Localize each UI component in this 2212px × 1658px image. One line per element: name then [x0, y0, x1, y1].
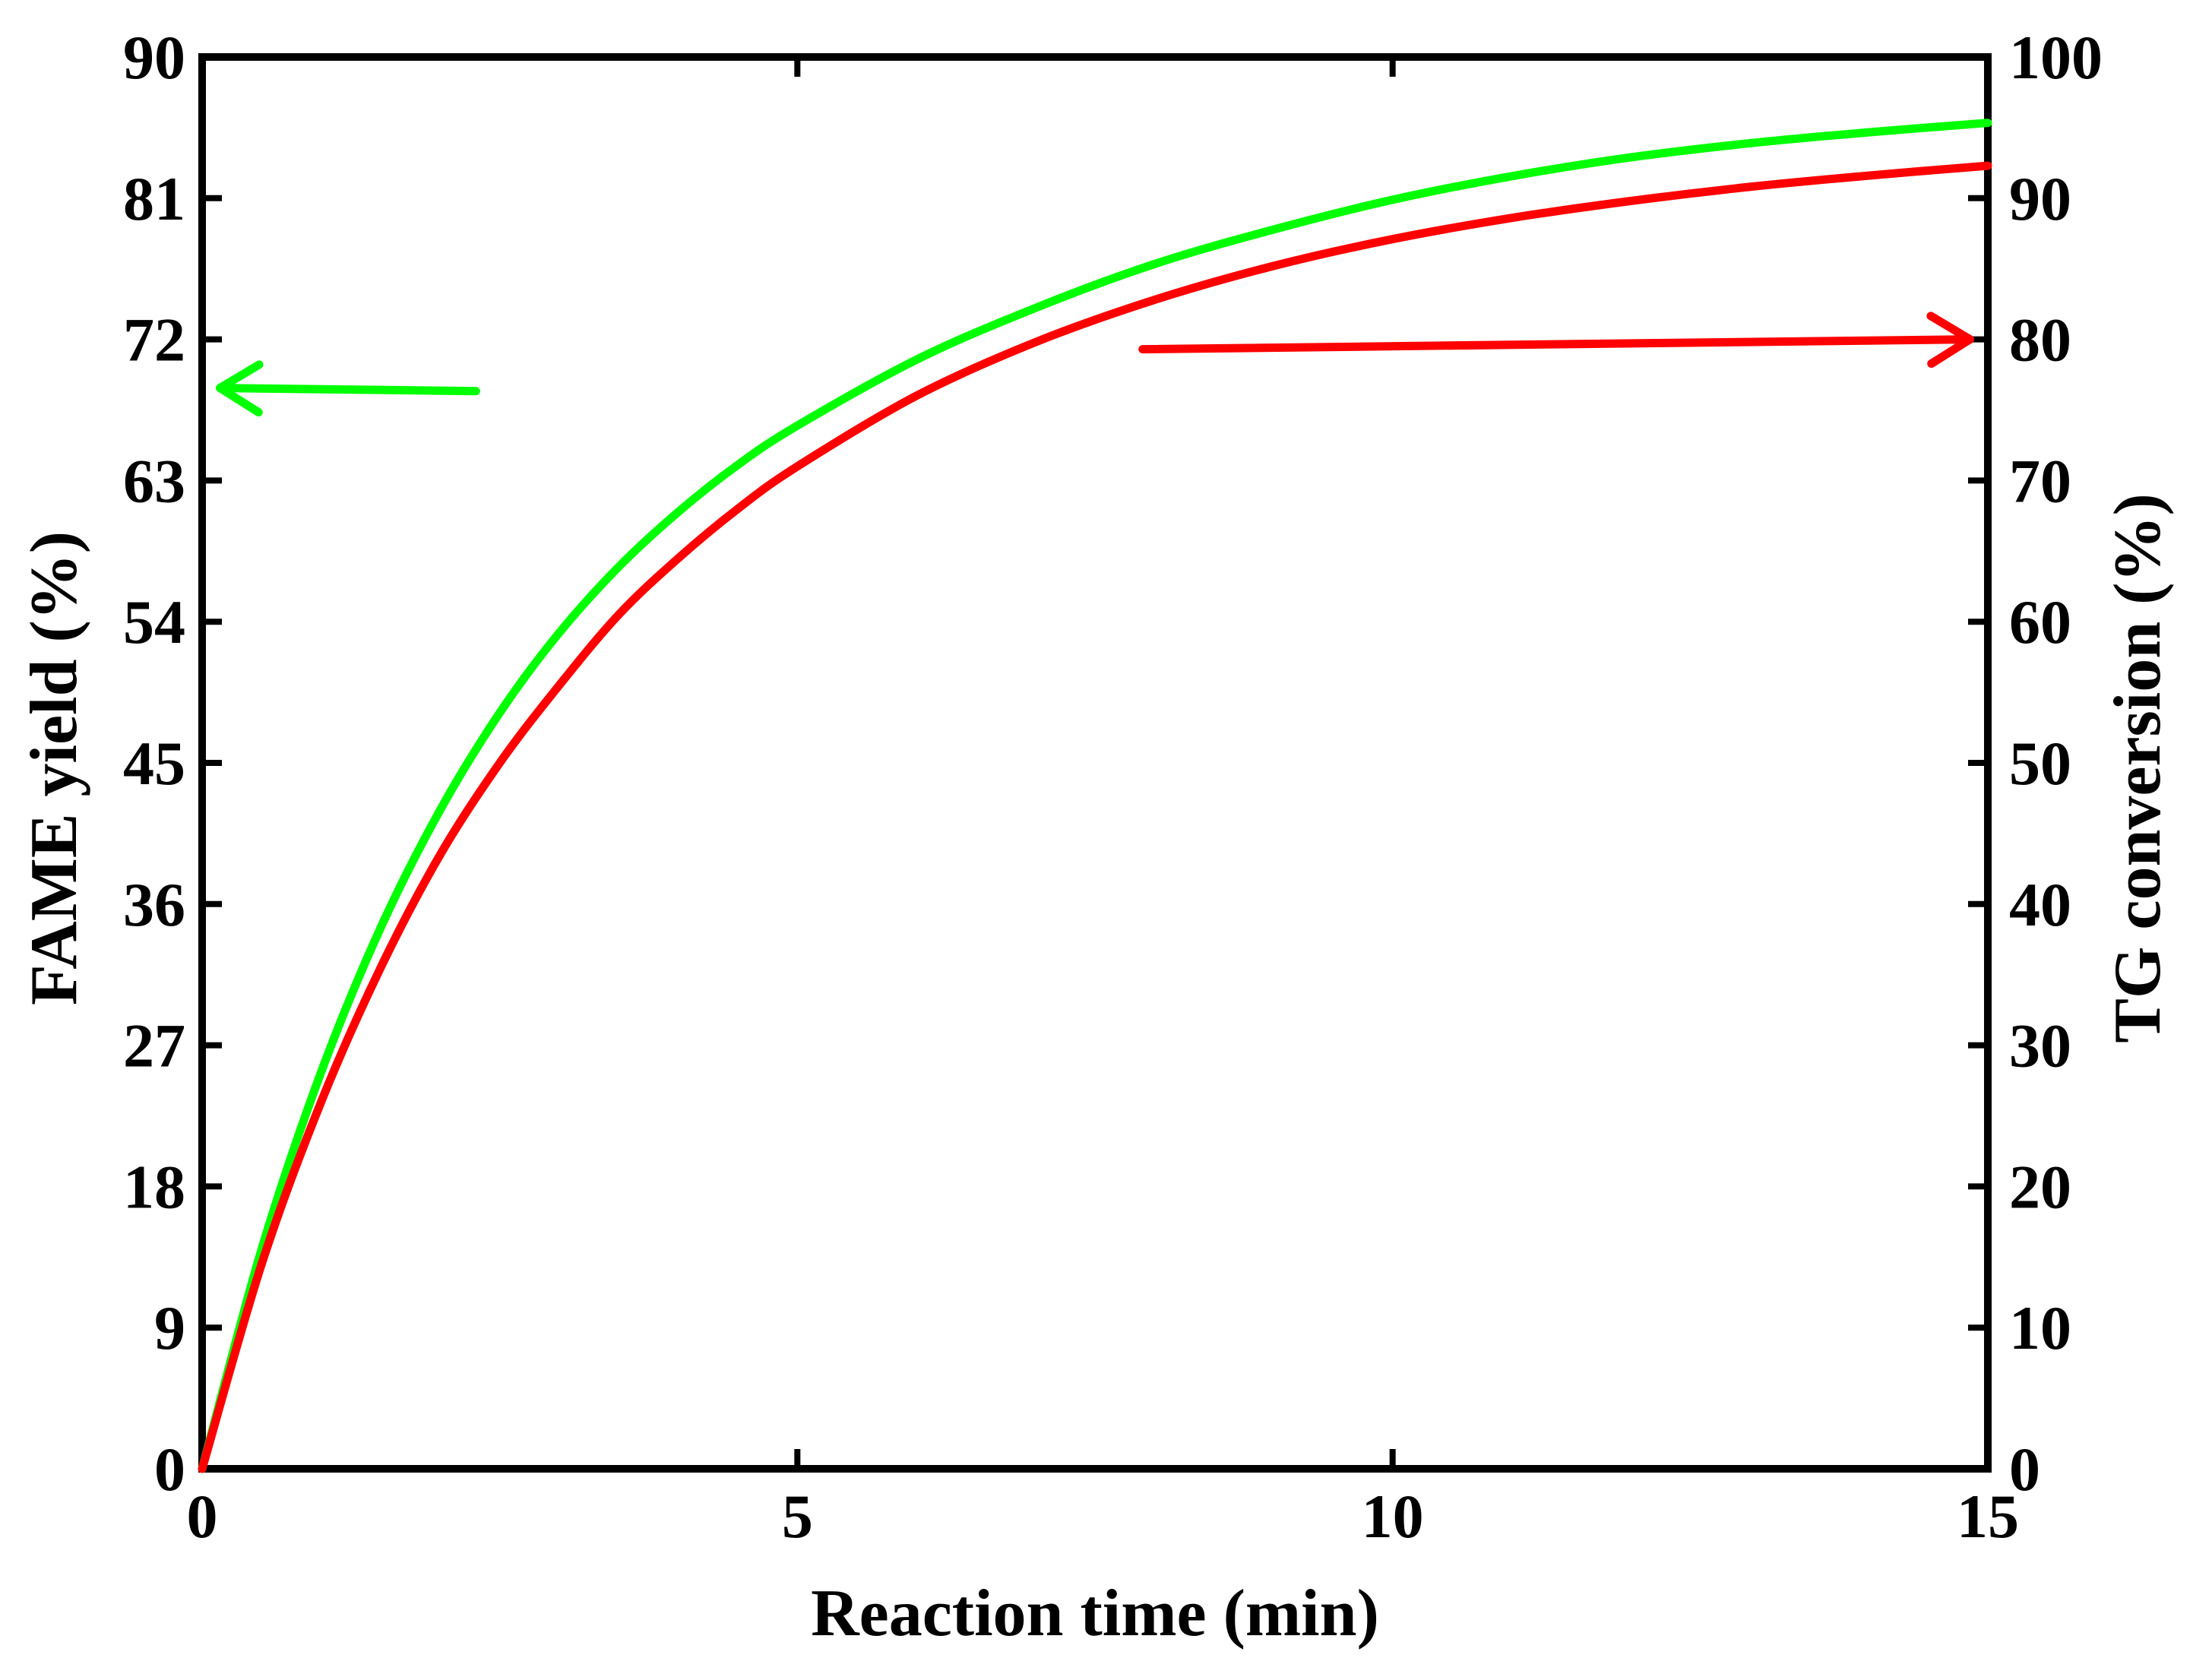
y-left-axis-title: FAME yield (%): [17, 531, 91, 1005]
series-line-fame-yield: [198, 119, 1992, 1473]
y-right-tick-label: 50: [2009, 729, 2071, 798]
y-left-tick-label: 9: [154, 1293, 185, 1362]
y-left-tick-label: 63: [123, 446, 185, 515]
y-right-tick-label: 60: [2009, 587, 2071, 657]
x-tick-label: 15: [1957, 1482, 2019, 1551]
x-tick-label: 0: [187, 1482, 218, 1551]
x-tick-label: 5: [782, 1482, 813, 1551]
arrow-to-right-axis-shaft: [1138, 335, 1974, 354]
y-right-tick-label: 40: [2009, 870, 2071, 939]
y-right-tick-label: 70: [2009, 446, 2071, 515]
x-tick-label: 10: [1362, 1482, 1424, 1551]
arrow-to-right-axis: [1138, 312, 1974, 369]
y-left-tick-label: 0: [154, 1435, 185, 1504]
y-left-tick-label: 90: [123, 23, 185, 92]
y-right-tick-label: 0: [2009, 1435, 2040, 1504]
y-right-axis-title: TG conversion (%): [2101, 493, 2175, 1043]
arrow-to-right-axis-head: [1926, 312, 1974, 369]
y-left-tick-label: 81: [123, 164, 185, 233]
y-left-tick-label: 72: [123, 305, 185, 375]
y-left-tick-label: 54: [123, 587, 185, 657]
arrow-to-left-axis: [216, 360, 480, 417]
x-axis-title: Reaction time (min): [811, 1577, 1379, 1650]
y-left-tick-label: 45: [123, 729, 185, 798]
series-line-tg-conversion: [198, 161, 1992, 1473]
y-right-tick-label: 80: [2009, 305, 2071, 375]
y-right-tick-label: 100: [2009, 23, 2103, 92]
y-right-tick-label: 30: [2009, 1011, 2071, 1081]
arrow-to-left-axis-head: [216, 360, 264, 417]
y-left-tick-label: 36: [123, 870, 185, 939]
arrow-to-left-axis-shaft: [216, 384, 480, 396]
y-right-tick-label: 90: [2009, 164, 2071, 233]
y-left-tick-label: 27: [123, 1011, 185, 1081]
y-left-tick-label: 18: [123, 1152, 185, 1221]
y-right-tick-label: 20: [2009, 1152, 2071, 1221]
y-right-tick-label: 10: [2009, 1293, 2071, 1362]
